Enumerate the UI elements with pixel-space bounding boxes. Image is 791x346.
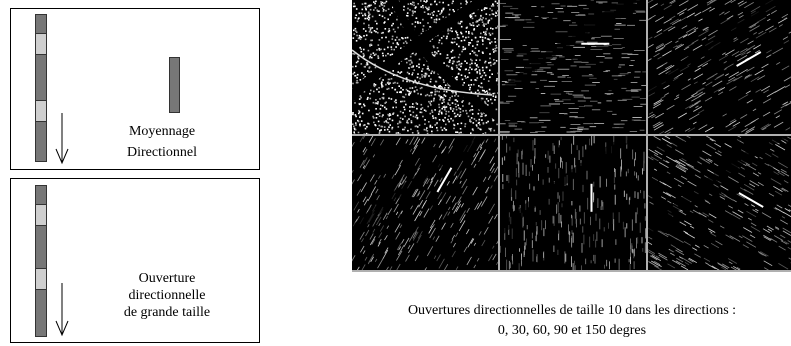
segmented-bar (35, 185, 47, 337)
opening-image-30deg (648, 0, 791, 134)
averaged-bar (169, 57, 180, 113)
label-line: de grande taille (123, 304, 211, 320)
opening-image-0deg (500, 0, 646, 134)
light-segment (36, 33, 46, 55)
opening-image-60deg (352, 136, 498, 270)
opening-image-90deg (500, 136, 646, 270)
opening-image-150deg (648, 136, 791, 270)
label-line: Moyennage (128, 124, 196, 139)
light-segment (36, 100, 46, 122)
segmented-bar (35, 14, 47, 162)
diagram-panel-moyennage: Moyennage Directionnel (10, 8, 260, 170)
label-line: directionnelle (128, 287, 206, 303)
light-segment (36, 268, 46, 290)
leaf-texture-image (352, 0, 498, 134)
caption-line: Ouvertures directionnelles de taille 10 … (407, 303, 737, 318)
down-arrow-icon (55, 283, 69, 337)
panel-label-moyennage: Moyennage Directionnel (107, 124, 217, 162)
diagram-panel-ouverture: Ouverture directionnelle de grande taill… (10, 178, 260, 343)
label-line: Ouverture (138, 271, 196, 286)
panel-label-ouverture: Ouverture directionnelle de grande taill… (107, 271, 227, 321)
down-arrow-icon (55, 113, 69, 165)
label-line: Directionnel (127, 144, 197, 160)
caption-line: 0, 30, 60, 90 et 150 degres (497, 323, 647, 338)
light-segment (36, 204, 46, 226)
figure-caption: Ouvertures directionnelles de taille 10 … (352, 301, 791, 341)
image-mosaic (352, 0, 791, 272)
